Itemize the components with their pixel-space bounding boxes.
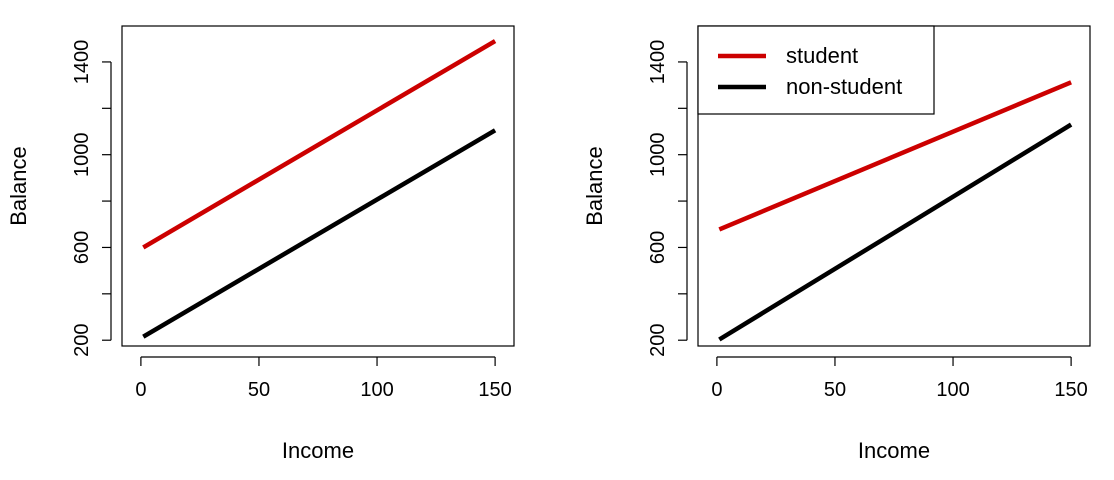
series-1-line: [142, 39, 497, 250]
x-axis-title: Income: [282, 438, 354, 463]
x-tick-label: 0: [711, 379, 722, 401]
y-tick-label: 200: [71, 324, 93, 357]
chart-panel-1: 0 50 100 150 200 600 1000 1400 Income Balance: [6, 25, 515, 463]
y-axis-title: Balance: [582, 146, 607, 226]
y-tick-label: 1400: [647, 40, 669, 85]
y-tick-label: 1000: [647, 132, 669, 177]
legend-label: student: [786, 43, 858, 68]
x-tick-label: 50: [824, 379, 846, 401]
y-tick-label: 200: [647, 324, 669, 357]
y-axis-title: Balance: [6, 146, 31, 226]
student-line: [718, 80, 1072, 232]
non-student-line: [718, 122, 1073, 342]
chart-panel-2: 0 50 100 150 200 600 1000 1400 Income Balance stud…: [582, 25, 1091, 463]
x-tick-label: 150: [1054, 379, 1087, 401]
legend-label: non-student: [786, 74, 902, 99]
series-2-line: [142, 128, 497, 339]
y-tick-label: 600: [647, 231, 669, 264]
x-tick-label: 50: [248, 379, 270, 401]
x-axis-title: Income: [858, 438, 930, 463]
y-tick-label: 600: [71, 231, 93, 264]
plot-frame: [121, 25, 515, 347]
y-tick-label: 1000: [71, 132, 93, 177]
x-tick-label: 150: [478, 379, 511, 401]
x-tick-label: 100: [936, 379, 969, 401]
legend: student non-student: [697, 25, 935, 115]
legend-box: [697, 25, 935, 115]
x-tick-label: 0: [135, 379, 146, 401]
x-tick-label: 100: [360, 379, 393, 401]
y-tick-label: 1400: [71, 40, 93, 85]
